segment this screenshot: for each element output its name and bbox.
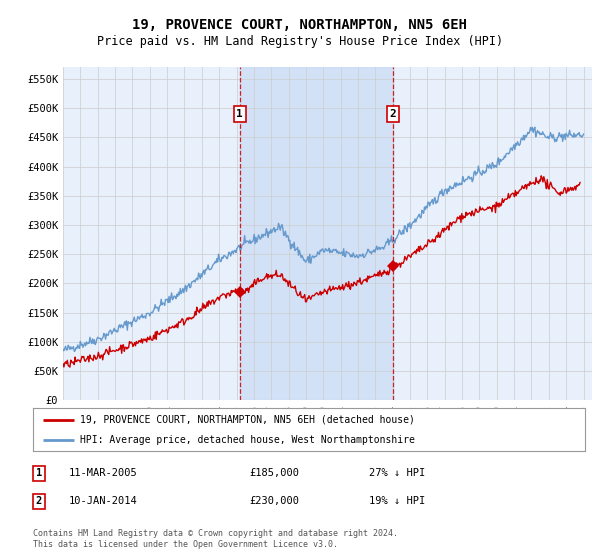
Text: Price paid vs. HM Land Registry's House Price Index (HPI): Price paid vs. HM Land Registry's House … (97, 35, 503, 49)
Text: 19, PROVENCE COURT, NORTHAMPTON, NN5 6EH: 19, PROVENCE COURT, NORTHAMPTON, NN5 6EH (133, 18, 467, 32)
Text: 2: 2 (390, 109, 397, 119)
Text: 19% ↓ HPI: 19% ↓ HPI (369, 496, 425, 506)
Text: 19, PROVENCE COURT, NORTHAMPTON, NN5 6EH (detached house): 19, PROVENCE COURT, NORTHAMPTON, NN5 6EH… (80, 415, 415, 424)
Text: £230,000: £230,000 (249, 496, 299, 506)
Text: 1: 1 (236, 109, 243, 119)
Text: 11-MAR-2005: 11-MAR-2005 (69, 468, 138, 478)
Bar (240, 67, 393, 400)
Text: 2: 2 (36, 496, 42, 506)
Text: 10-JAN-2014: 10-JAN-2014 (69, 496, 138, 506)
Text: 27% ↓ HPI: 27% ↓ HPI (369, 468, 425, 478)
Text: 1: 1 (36, 468, 42, 478)
Text: HPI: Average price, detached house, West Northamptonshire: HPI: Average price, detached house, West… (80, 435, 415, 445)
Text: Contains HM Land Registry data © Crown copyright and database right 2024.
This d: Contains HM Land Registry data © Crown c… (33, 529, 398, 549)
Text: £185,000: £185,000 (249, 468, 299, 478)
